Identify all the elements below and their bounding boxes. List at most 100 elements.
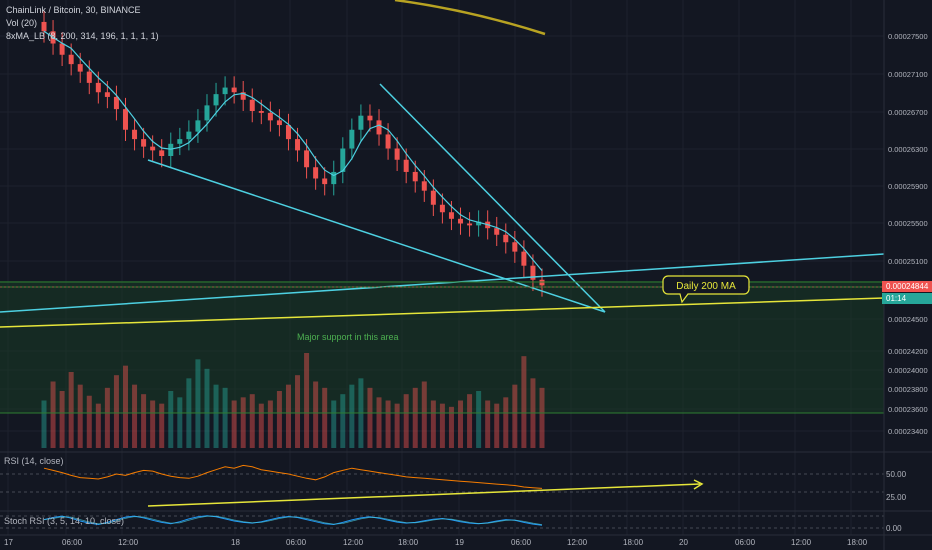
volume-bar: [150, 400, 156, 448]
volume-bar: [376, 397, 382, 448]
candle-body: [539, 279, 545, 286]
volume-bar: [367, 387, 373, 448]
candles: [41, 10, 545, 297]
volume-bar: [213, 384, 219, 448]
volume-bar: [340, 394, 346, 448]
rsi-legend[interactable]: RSI (14, close): [4, 456, 64, 466]
x-tick-label: 12:00: [567, 538, 588, 547]
candle-body: [258, 111, 264, 113]
volume-bar: [485, 400, 491, 448]
daily-ma-label: Daily 200 MA: [676, 281, 736, 292]
rsi-pane: 50.00 25.00: [0, 451, 932, 507]
candle-body: [503, 234, 509, 243]
volume-bar: [412, 387, 418, 448]
candle-body: [186, 131, 192, 140]
candle-body: [358, 115, 364, 130]
volume-bar: [448, 406, 454, 448]
candle-body: [349, 129, 355, 149]
candle-body: [367, 115, 373, 121]
candle-body: [213, 94, 219, 106]
candle-body: [458, 218, 464, 224]
candle-body: [249, 99, 255, 111]
volume-bar: [222, 387, 228, 448]
y-tick-label: 0.00026300: [888, 145, 928, 154]
volume-bar: [476, 391, 482, 448]
candle-body: [439, 204, 445, 213]
candle-body: [304, 150, 310, 168]
volume-bar: [331, 400, 337, 448]
long-trendline: [0, 253, 885, 313]
y-tick-label: 0.00026700: [888, 108, 928, 117]
volume-bar: [104, 387, 110, 448]
price-axis: 0.00027500 0.00027100 0.00026700 0.00026300…: [888, 32, 928, 436]
y-tick-label: 0.00024000: [888, 366, 928, 375]
x-tick-label: 06:00: [62, 538, 83, 547]
y-tick-label: 0.00023800: [888, 385, 928, 394]
volume-bar: [86, 395, 92, 448]
candle-body: [113, 96, 119, 110]
stoch-pane: 0.00: [0, 510, 932, 533]
symbol-title[interactable]: ChainLink / Bitcoin, 30, BINANCE: [6, 5, 141, 15]
volume-bar: [304, 353, 310, 448]
volume-bar: [467, 394, 473, 448]
x-tick-label: 18: [231, 538, 240, 547]
support-label: Major support in this area: [297, 332, 399, 342]
volume-bar: [313, 381, 319, 448]
x-tick-label: 19: [455, 538, 464, 547]
candle-body: [530, 265, 536, 280]
candle-body: [267, 112, 273, 121]
rsi-trendline: [147, 483, 701, 507]
y-tick-label: 0.00025500: [888, 219, 928, 228]
last-price-tag: 0.00024844: [882, 281, 932, 292]
y-tick-label: 0.00024500: [888, 315, 928, 324]
candle-body: [512, 242, 518, 252]
stoch-legend[interactable]: Stoch RSI (3, 5, 14, 10, close): [4, 516, 125, 526]
y-tick-label: 0.00024200: [888, 347, 928, 356]
candle-body: [222, 87, 228, 95]
candle-body: [104, 92, 110, 97]
volume-legend[interactable]: Vol (20): [6, 18, 38, 28]
rsi-tick-50: 50.00: [886, 470, 907, 479]
callout: Daily 200 MA: [662, 275, 750, 304]
x-tick-label: 06:00: [735, 538, 756, 547]
volume-bar: [50, 381, 56, 448]
x-tick-label: 18:00: [847, 538, 868, 547]
volume-bar: [503, 397, 509, 448]
volume-bar: [168, 391, 174, 448]
x-tick-label: 20: [679, 538, 688, 547]
volume-bar: [394, 403, 400, 448]
volume-bar: [322, 387, 328, 448]
x-tick-label: 18:00: [398, 538, 419, 547]
volume-bar: [141, 394, 147, 448]
volume-bar: [385, 400, 391, 448]
volume-bar: [267, 400, 273, 448]
volume-bar: [285, 384, 291, 448]
candle-body: [41, 21, 47, 32]
volume-bar: [240, 397, 246, 448]
candle-body: [86, 71, 92, 83]
candle-body: [204, 105, 210, 121]
candle-body: [385, 134, 391, 149]
volume-bar: [68, 372, 74, 448]
volume-bar: [77, 384, 83, 448]
candle-body: [412, 171, 418, 182]
volume-bar: [521, 356, 527, 448]
volume-bar: [204, 368, 210, 448]
daily-200-ma-line: [0, 297, 885, 328]
candle-body: [421, 181, 427, 191]
candle-body: [95, 82, 101, 93]
volume-bar: [295, 375, 301, 448]
volume-bar: [41, 400, 47, 448]
candle-body: [122, 109, 128, 130]
candle-body: [168, 143, 174, 156]
volume-bar: [231, 400, 237, 448]
volume-bar: [249, 394, 255, 448]
volume-bar: [458, 400, 464, 448]
y-tick-label: 0.00025900: [888, 182, 928, 191]
x-tick-label: 17: [4, 538, 13, 547]
rsi-arrow-head: [693, 479, 704, 490]
ma-legend[interactable]: 8xMA_LB (8, 200, 314, 196, 1, 1, 1, 1): [6, 31, 159, 41]
candle-body: [276, 120, 282, 126]
candle-body: [313, 167, 319, 179]
